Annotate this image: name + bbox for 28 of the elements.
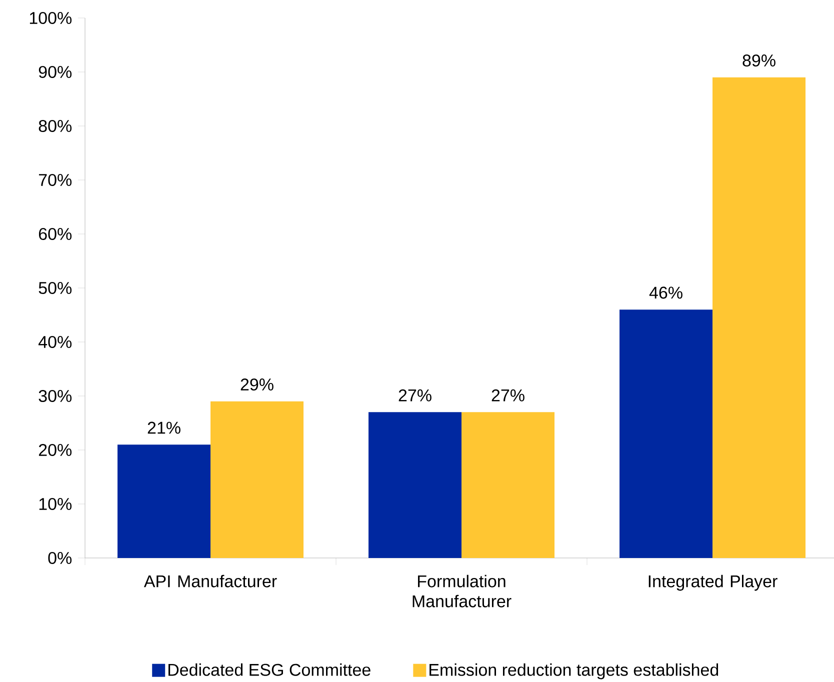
bar	[462, 412, 555, 558]
bar	[118, 444, 211, 558]
y-tick-label: 50%	[38, 282, 72, 294]
legend-label: Dedicated ESG Committee	[168, 663, 370, 676]
data-label: 21%	[148, 422, 180, 434]
bar	[620, 310, 713, 558]
y-tick-label: 0%	[48, 552, 72, 564]
bar	[368, 412, 462, 558]
y-tick-label: 20%	[38, 444, 72, 456]
data-label: 27%	[398, 389, 432, 402]
data-label: 29%	[240, 378, 274, 391]
bar	[712, 77, 806, 558]
bar	[210, 401, 304, 558]
data-label: 89%	[742, 54, 776, 67]
y-tick-label: 80%	[38, 120, 72, 132]
y-tick-label: 40%	[38, 336, 72, 348]
x-tick-label: API Manufacturer	[144, 574, 277, 588]
data-label: 27%	[492, 389, 524, 402]
legend-label: Emission reduction targets established	[430, 663, 718, 680]
y-tick-label: 30%	[38, 390, 72, 402]
y-tick-label: 90%	[38, 66, 72, 78]
data-label: 46%	[649, 286, 682, 299]
x-tick-label: Formulation Manufacturer	[412, 574, 512, 608]
y-tick-label: 70%	[38, 174, 72, 186]
y-tick-label: 60%	[38, 228, 72, 240]
y-tick-label: 10%	[39, 498, 72, 510]
y-tick-label: 100%	[30, 12, 72, 24]
x-tick-label: Integrated Player	[648, 574, 778, 591]
